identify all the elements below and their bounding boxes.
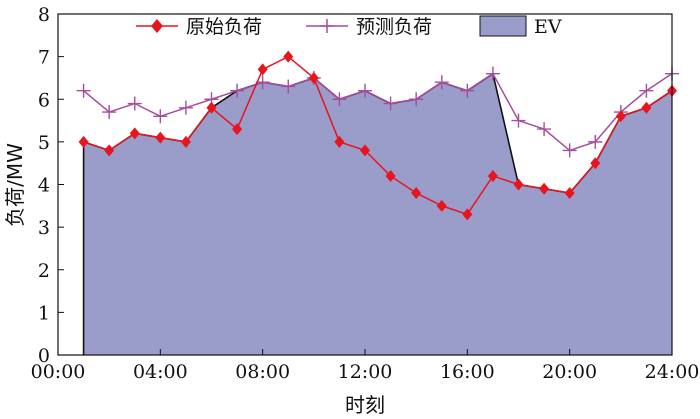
forecast-point (434, 75, 449, 90)
original-point (257, 63, 268, 76)
original-point (641, 101, 652, 114)
original-point (232, 123, 243, 136)
ticks-layer: 0 1 2 3 4 5 6 7 8 00:00 04:00 08:00 12:00 16:00 20:00 2… (31, 4, 700, 383)
original-point (308, 71, 319, 84)
original-point (104, 144, 115, 157)
legend-item-ev: EV (479, 15, 562, 38)
x-tick-label: 16:00 (440, 361, 495, 383)
forecast-point (409, 92, 424, 107)
y-tick-label: 3 (38, 217, 50, 239)
original-point (334, 135, 345, 148)
original-point (129, 127, 140, 140)
x-tick-label: 20:00 (542, 361, 597, 383)
x-tick-label: 08:00 (235, 361, 290, 383)
legend-forecast-label: 预测负荷 (356, 16, 432, 38)
legend-forecast-marker (320, 19, 334, 33)
forecast-line (83, 72, 673, 152)
x-tick-label: 12:00 (338, 361, 393, 383)
forecast-point (383, 96, 398, 111)
original-point (155, 131, 166, 144)
y-tick-label: 8 (38, 4, 50, 26)
original-point (513, 178, 524, 191)
y-tick-label: 0 (38, 345, 50, 367)
forecast-point (588, 134, 603, 149)
original-point (206, 101, 217, 114)
y-tick-label: 5 (38, 132, 50, 154)
y-axis-label: 负荷/MW (3, 143, 27, 227)
original-point (590, 157, 601, 170)
legend-original-marker (151, 19, 163, 33)
forecast-point (102, 105, 117, 120)
y-tick-label: 4 (38, 175, 50, 197)
forecast-point (639, 83, 654, 98)
x-tick-label: 00:00 (31, 361, 86, 383)
x-tick-label: 04:00 (133, 361, 188, 383)
forecast-point (511, 113, 526, 128)
legend-item-forecast: 预测负荷 (306, 16, 432, 38)
original-point (436, 199, 447, 212)
forecast-point (178, 100, 193, 115)
forecast-point (127, 96, 142, 111)
forecast-point (485, 66, 500, 81)
original-point (283, 50, 294, 63)
original-point (615, 110, 626, 123)
original-point (411, 187, 422, 200)
forecast-point (76, 83, 91, 98)
original-point (564, 187, 575, 200)
x-axis-label: 时刻 (345, 393, 385, 417)
forecast-point (230, 83, 245, 98)
forecast-point (281, 79, 296, 94)
legend-original-label: 原始负荷 (186, 16, 262, 38)
forecast-point (358, 83, 372, 98)
y-tick-label: 1 (38, 302, 50, 324)
y-tick-label: 2 (38, 260, 50, 282)
legend-item-original: 原始负荷 (136, 16, 262, 38)
legend: 原始负荷 预测负荷 EV (136, 15, 562, 38)
original-point (462, 208, 473, 221)
y-tick-label: 7 (38, 47, 50, 69)
legend-ev-swatch (479, 15, 527, 37)
original-point (360, 144, 370, 157)
forecast-point (332, 92, 347, 107)
original-point (539, 182, 550, 195)
original-point (385, 169, 396, 182)
x-tick-label: 24:00 (645, 361, 700, 383)
ev-area (83, 73, 673, 356)
forecast-point (153, 109, 168, 124)
original-point (487, 169, 498, 182)
legend-ev-label: EV (534, 16, 562, 38)
forecast-point (537, 122, 552, 137)
original-point (180, 135, 191, 148)
forecast-point (562, 143, 577, 158)
y-tick-label: 6 (38, 89, 50, 111)
original-point (78, 135, 89, 148)
forecast-point (460, 83, 475, 98)
